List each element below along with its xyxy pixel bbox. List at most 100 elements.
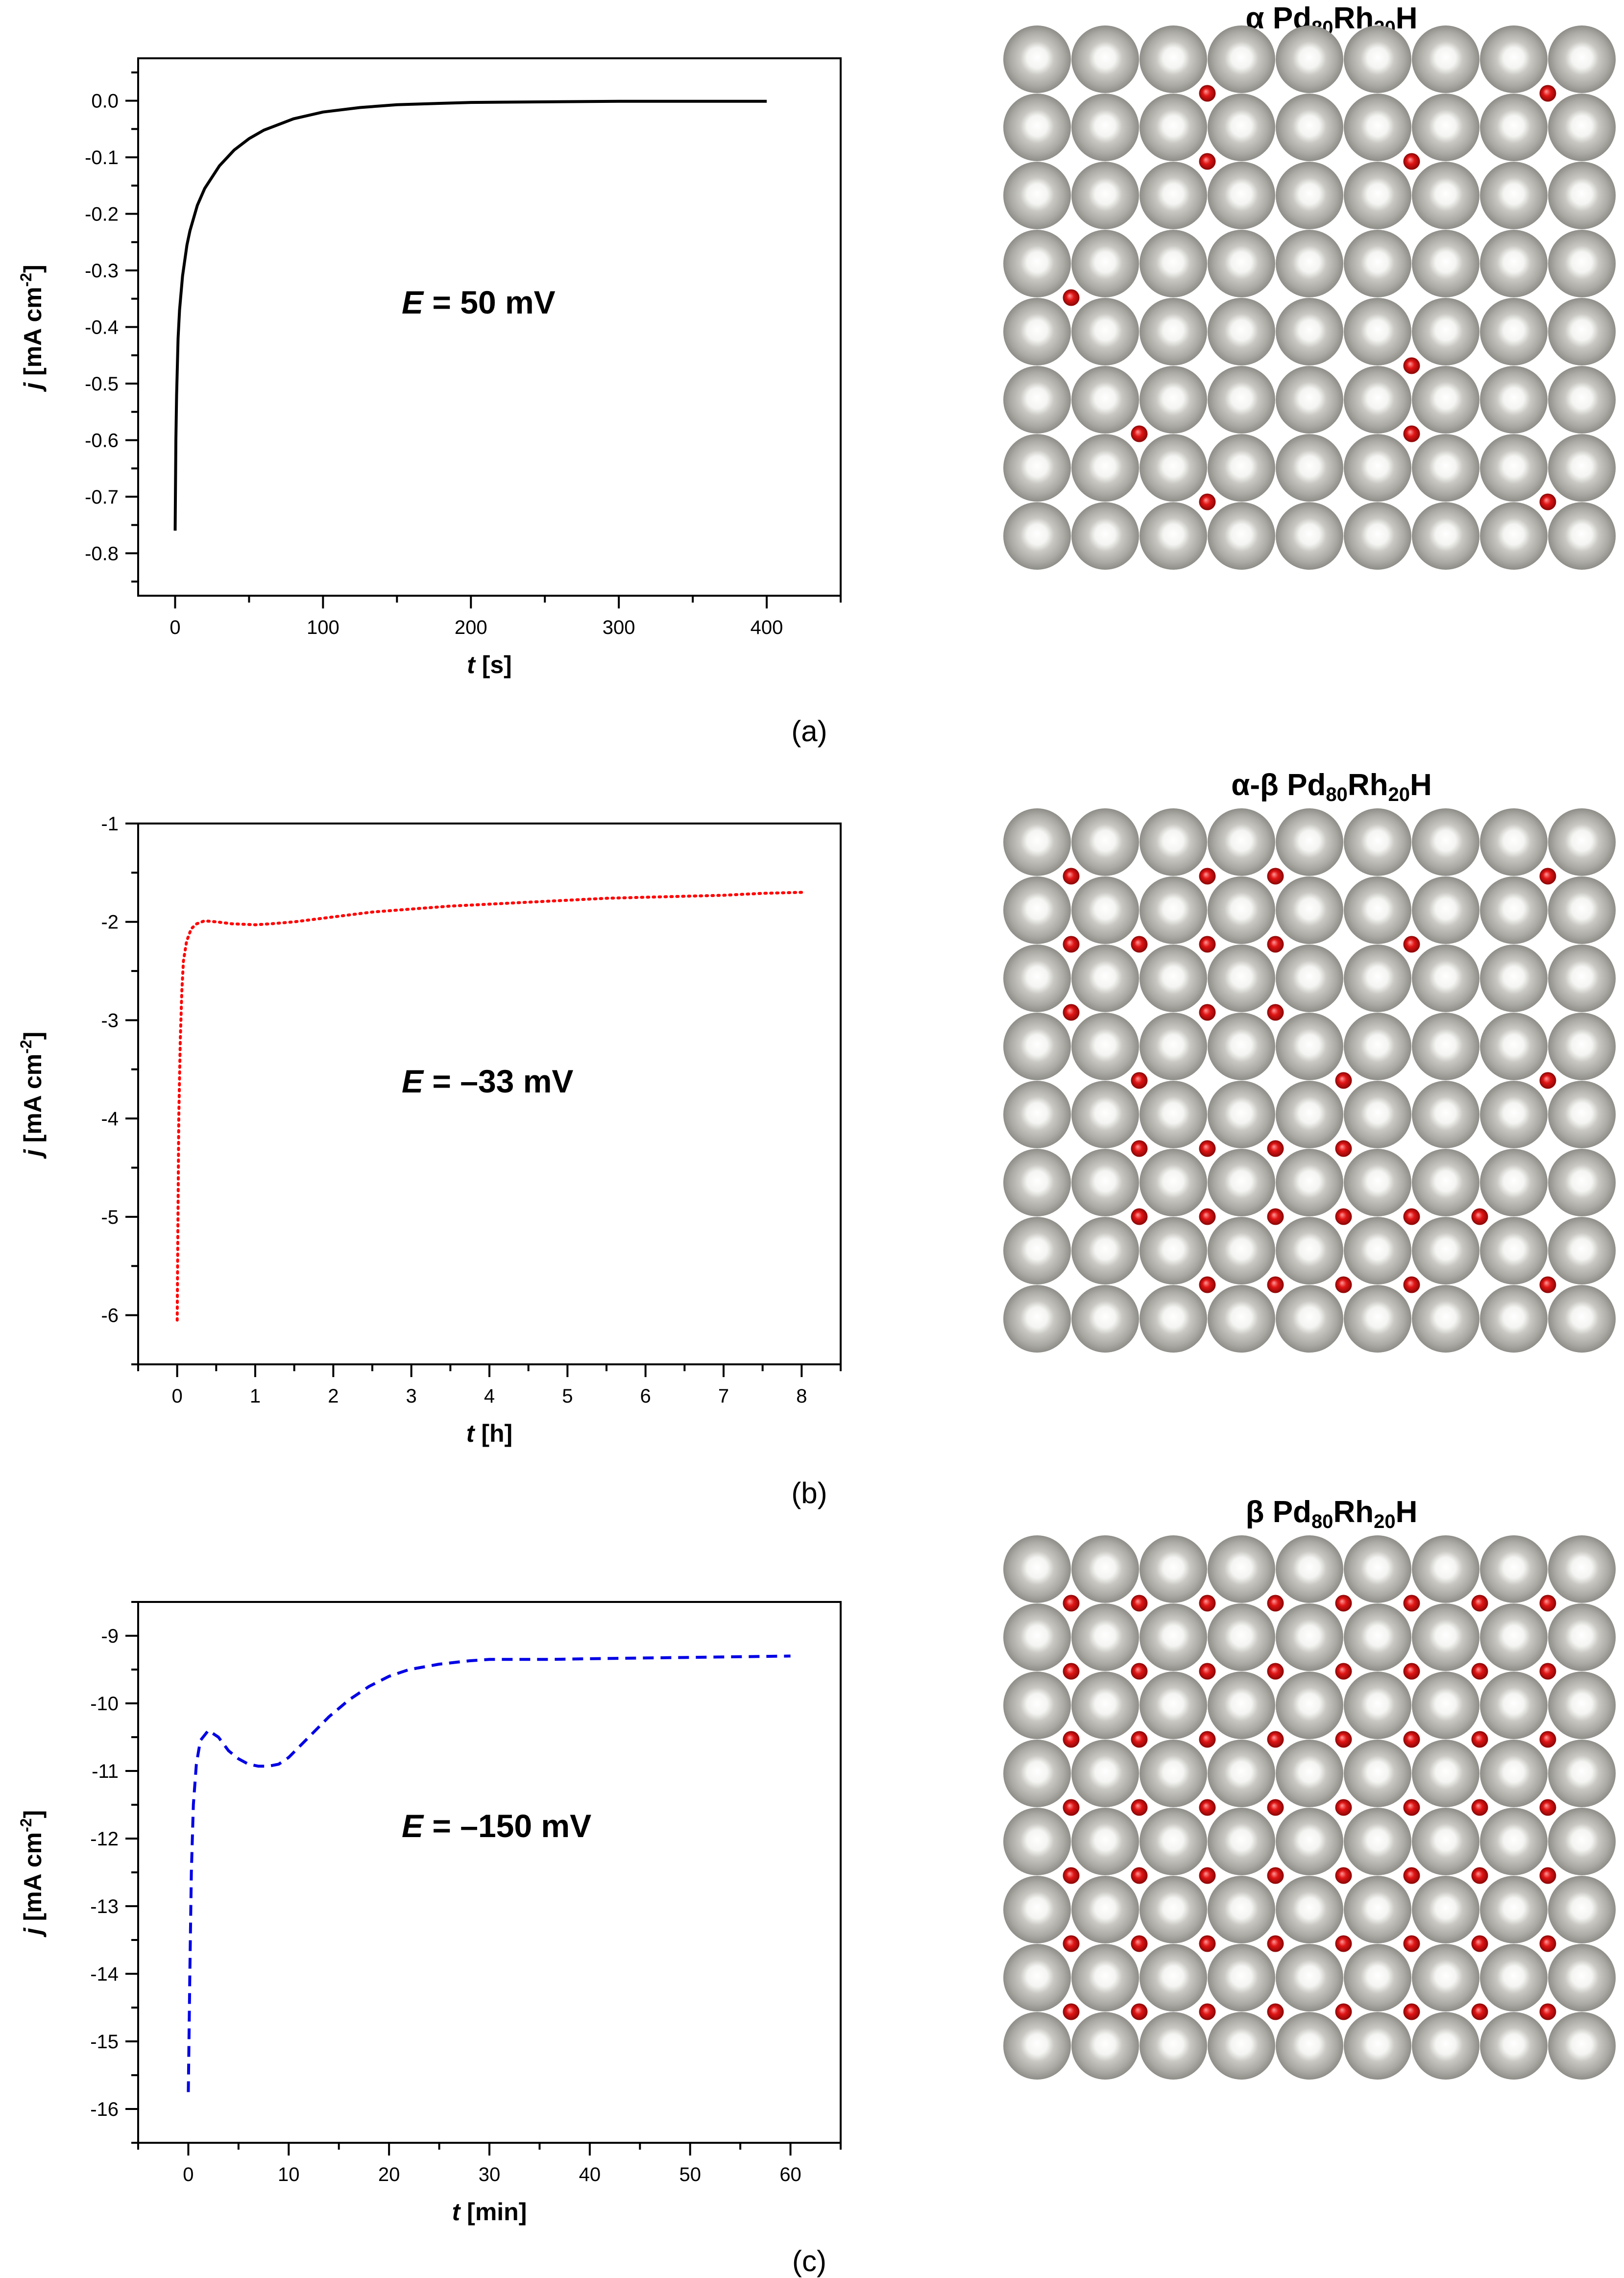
pd-atom [1548,1217,1616,1284]
pd-atom [1344,1876,1411,1943]
pd-atom [1208,1081,1275,1148]
x-tick-label: 100 [307,617,339,638]
x-tick-label: 0 [170,617,180,638]
hydrogen-atom [1199,153,1216,170]
hydrogen-atom [1199,2003,1216,2020]
x-tick-label: 300 [603,617,635,638]
pd-atom [1412,1876,1479,1943]
pd-atom [1139,1217,1207,1284]
pd-atom [1412,808,1479,876]
pd-atom [1003,25,1071,93]
hydrogen-atom [1335,1595,1352,1612]
pd-atom [1276,502,1343,570]
x-tick-label: 30 [479,2164,501,2185]
pd-atom [1208,1740,1275,1807]
x-tick-label: 10 [278,2164,300,2185]
pd-atom [1139,1876,1207,1943]
pd-atom [1071,94,1139,161]
pd-atom [1139,25,1207,93]
x-axis-label-unit: [min] [460,2198,527,2226]
potential-symbol: E [402,1063,424,1099]
x-tick-label: 0 [183,2164,194,2185]
pd-atom [1480,1808,1548,1875]
pd-atom [1139,1808,1207,1875]
y-tick-label: -0.4 [85,317,119,339]
pd-atom [1412,230,1479,297]
pd-atom [1071,1672,1139,1739]
x-axis-label: t [s] [467,651,512,679]
pd-atom [1480,366,1548,434]
hydrogen-atom [1267,868,1284,885]
pd-atom [1548,945,1616,1012]
pd-atom [1480,808,1548,876]
hydrogen-atom [1131,2003,1148,2020]
pd-atom [1003,1944,1071,2011]
pd-atom [1412,945,1479,1012]
hydrogen-atom [1335,1140,1352,1157]
hydrogen-atom [1063,1867,1080,1884]
pd-atom [1003,1081,1071,1148]
hydrogen-atom [1403,1595,1420,1612]
pd-atom [1208,25,1275,93]
hydrogen-atom [1063,868,1080,885]
hydrogen-atom [1063,1004,1080,1021]
pd-atom [1412,366,1479,434]
lattice-2: α-β Pd80Rh20H [1003,768,1616,1353]
x-tick-label: 5 [562,1385,573,1407]
pd-atom [1071,945,1139,1012]
pd-atom [1276,1808,1343,1875]
pd-atom [1344,1081,1411,1148]
pd-atom [1480,434,1548,502]
hydrogen-atom [1199,1867,1216,1884]
pd-atom [1139,1672,1207,1739]
series-line [175,891,803,1322]
pd-atom [1071,1808,1139,1875]
y-axis-label-symbol: j [19,1927,47,1938]
pd-atom [1003,162,1071,229]
pd-atom [1208,1149,1275,1216]
hydrogen-atom [1199,1276,1216,1293]
pd-atom [1412,1013,1479,1080]
potential-symbol: E [402,284,424,320]
x-tick-label: 50 [679,2164,701,2185]
x-tick-label: 7 [718,1385,729,1407]
panel-label: (a) [791,715,827,748]
hydrogen-atom [1063,1799,1080,1816]
hydrogen-atom [1403,1935,1420,1952]
x-tick-label: 60 [779,2164,801,2185]
pd-atom [1003,1013,1071,1080]
hydrogen-atom [1539,868,1556,885]
pd-atom [1548,1081,1616,1148]
pd-atom [1139,945,1207,1012]
hydrogen-atom [1403,1799,1420,1816]
pd-atom [1480,162,1548,229]
hydrogen-atom [1267,1731,1284,1748]
pd-atom [1208,1672,1275,1739]
pd-atom [1480,1149,1548,1216]
pd-atom [1139,1149,1207,1216]
pd-atom [1412,876,1479,944]
x-tick-label: 6 [640,1385,651,1407]
pd-atom [1139,1285,1207,1353]
pd-atom [1071,298,1139,365]
y-tick-label: -9 [101,1625,119,1647]
hydrogen-atom [1335,1799,1352,1816]
pd-atom [1139,1535,1207,1603]
pd-atom [1276,1740,1343,1807]
pd-atom [1071,1149,1139,1216]
pd-atom [1548,1149,1616,1216]
hydrogen-atom [1199,1140,1216,1157]
pd-atom [1480,502,1548,570]
pd-atom [1071,1740,1139,1807]
pd-atom [1208,1013,1275,1080]
pd-atom [1208,230,1275,297]
pd-atom [1480,1535,1548,1603]
potential-annotation: E = –33 mV [402,1063,573,1099]
x-axis-label-symbol: t [452,2198,461,2226]
lattice-element-rh: Rh [1348,768,1388,802]
pd-atom [1276,298,1343,365]
pd-atom [1208,808,1275,876]
pd-atom [1071,434,1139,502]
pd-atom [1412,298,1479,365]
hydrogen-atom [1267,1663,1284,1680]
